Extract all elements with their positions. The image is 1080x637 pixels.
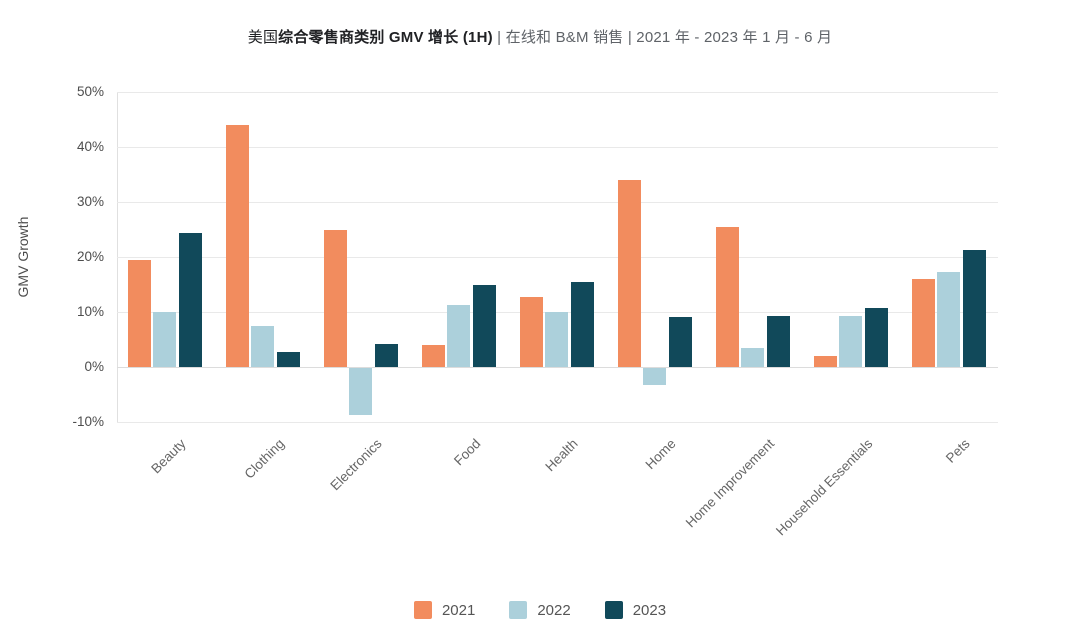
gridline <box>117 422 998 423</box>
bar-2022-clothing[interactable] <box>251 325 274 367</box>
bar-2023-home-improvement[interactable] <box>766 316 790 367</box>
legend-label: 2021 <box>441 601 476 619</box>
gridline <box>117 202 998 203</box>
bar-2023-electronics[interactable] <box>374 343 398 367</box>
chart-title-prefix: 美国 <box>247 29 279 46</box>
bar-2022-home-improvement[interactable] <box>741 347 764 367</box>
bar-2022-electronics[interactable] <box>349 368 372 415</box>
bar-2023-home[interactable] <box>668 316 692 367</box>
bar-2022-food[interactable] <box>447 304 470 367</box>
bar-2021-pets[interactable] <box>911 279 935 367</box>
bar-2023-pets[interactable] <box>962 249 986 367</box>
legend-swatch-2021 <box>413 601 432 619</box>
plot-area <box>117 92 998 423</box>
bar-2022-pets[interactable] <box>937 271 960 367</box>
gridline <box>117 92 998 93</box>
y-tick-label: 50% <box>76 84 104 99</box>
legend-item-2022[interactable]: 2022 <box>509 601 571 619</box>
x-axis-label-health: Health <box>542 436 582 475</box>
gridline <box>117 147 998 148</box>
y-tick-label: 20% <box>76 249 104 264</box>
x-axis-label-beauty: Beauty <box>148 436 190 477</box>
zero-gridline <box>117 367 998 368</box>
bar-2021-food[interactable] <box>421 345 445 367</box>
legend-item-2023[interactable]: 2023 <box>604 601 667 619</box>
y-tick-label: 10% <box>76 304 104 319</box>
x-axis-label-home-improvement: Home Improvement <box>682 436 778 531</box>
y-tick-label: 30% <box>76 194 104 209</box>
bar-2023-health[interactable] <box>570 281 594 367</box>
bar-2023-household-essentials[interactable] <box>864 307 888 367</box>
y-axis-title: GMV Growth <box>15 216 31 298</box>
bar-2023-food[interactable] <box>472 284 496 367</box>
bar-2023-clothing[interactable] <box>276 351 300 367</box>
y-tick-label: 40% <box>76 139 104 154</box>
bar-2021-beauty[interactable] <box>127 259 151 367</box>
bar-2021-household-essentials[interactable] <box>813 356 837 367</box>
legend-swatch-2023 <box>604 601 623 619</box>
y-tick-label: -10% <box>72 414 104 429</box>
bar-2022-beauty[interactable] <box>153 312 176 367</box>
legend-swatch-2022 <box>509 601 528 619</box>
x-axis-label-household-essentials: Household Essentials <box>772 436 876 539</box>
x-axis-label-pets: Pets <box>943 436 974 466</box>
bar-2021-health[interactable] <box>519 297 543 367</box>
y-tick-label: 0% <box>84 359 104 374</box>
bar-2021-home-improvement[interactable] <box>715 226 739 367</box>
bar-2021-clothing[interactable] <box>225 125 249 367</box>
bar-2022-health[interactable] <box>545 312 568 367</box>
bar-2021-home[interactable] <box>617 180 641 367</box>
x-axis-label-clothing: Clothing <box>241 436 288 482</box>
legend-label: 2023 <box>632 601 667 619</box>
x-axis-label-food: Food <box>450 436 484 469</box>
x-axis-label-home: Home <box>643 436 680 473</box>
legend: 2021 2022 2023 <box>0 601 1080 619</box>
legend-item-2021[interactable]: 2021 <box>413 601 476 619</box>
bar-2022-home[interactable] <box>643 368 666 385</box>
bar-2021-electronics[interactable] <box>323 229 347 367</box>
x-axis-label-electronics: Electronics <box>327 436 386 494</box>
legend-label: 2022 <box>537 601 571 619</box>
chart-title-bold: 综合零售商类别 GMV 增长 (1H) <box>278 29 493 46</box>
chart-title-subtitle: | 在线和 B&M 销售 | 2021 年 - 2023 年 1 月 - 6 月 <box>492 29 833 46</box>
gridline <box>117 257 998 258</box>
chart-title: 美国综合零售商类别 GMV 增长 (1H) | 在线和 B&M 销售 | 202… <box>0 26 1080 47</box>
bar-2023-beauty[interactable] <box>178 233 202 367</box>
bar-2022-household-essentials[interactable] <box>839 315 862 367</box>
